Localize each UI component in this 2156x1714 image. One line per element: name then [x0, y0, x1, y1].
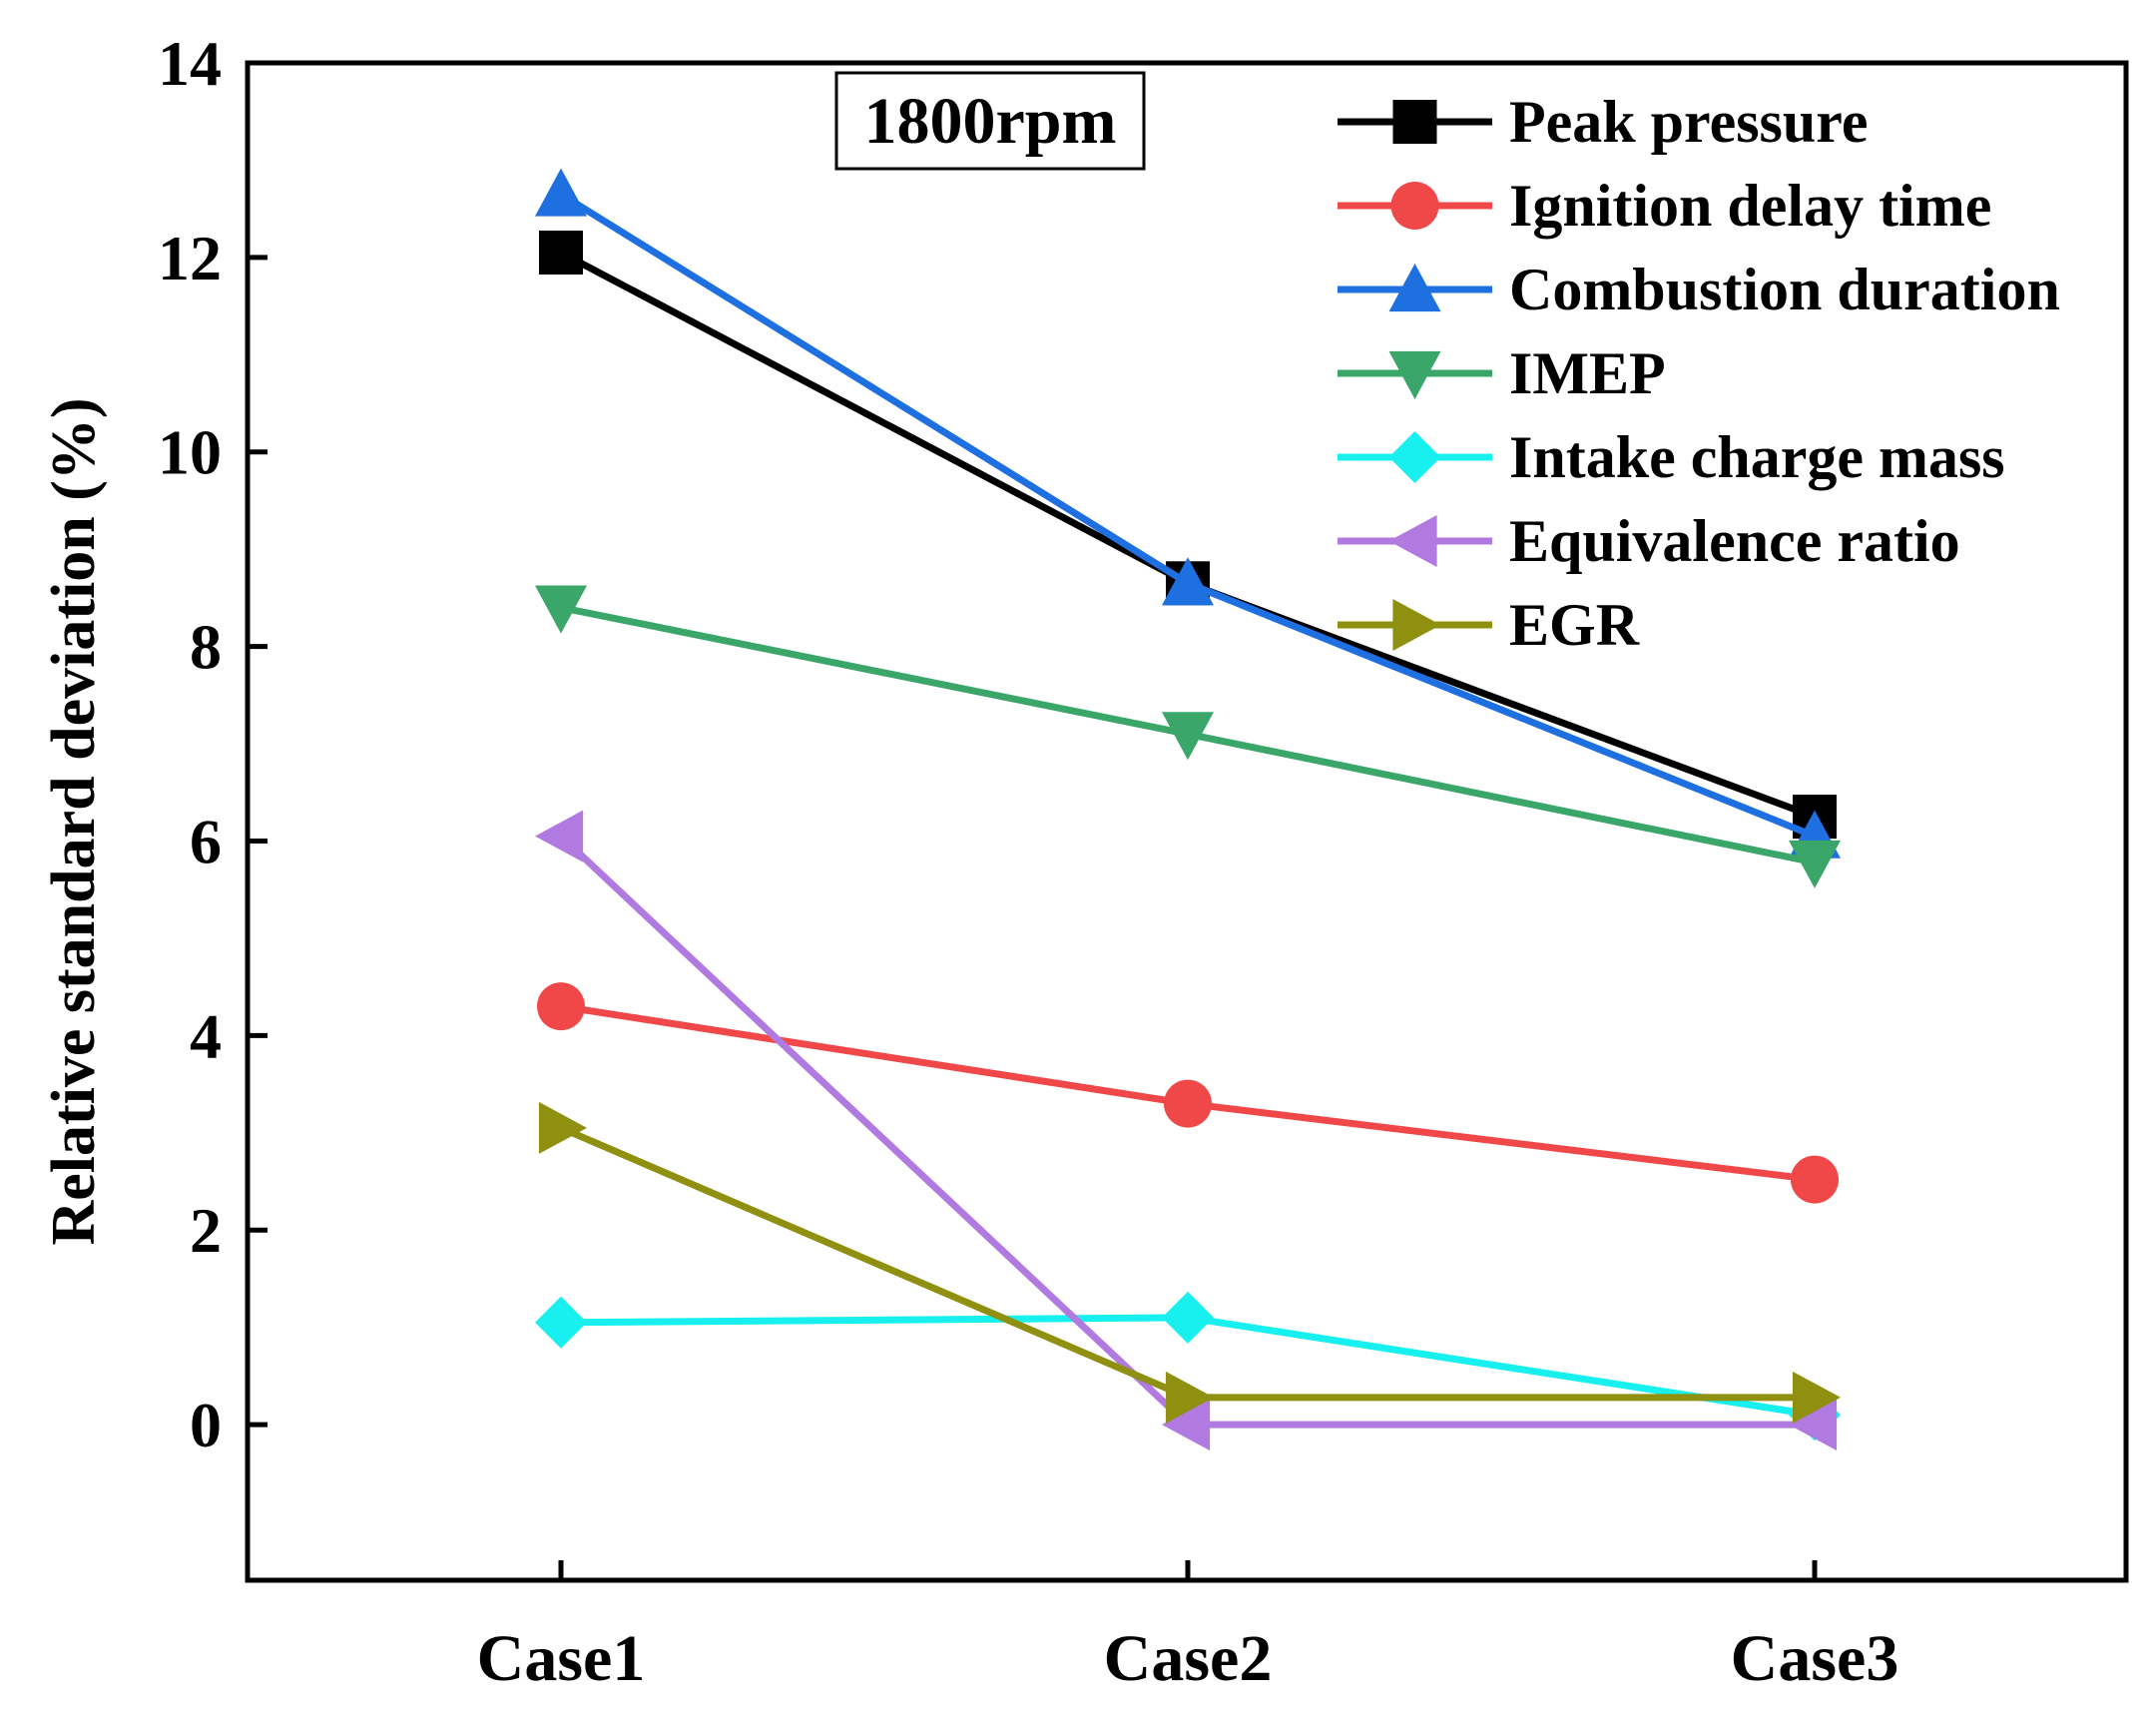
- legend-label: Equivalence ratio: [1509, 508, 1960, 574]
- annotation-frame: [834, 71, 1146, 171]
- data-point-imep: [1789, 840, 1841, 888]
- data-point-equivalence-ratio: [535, 810, 584, 862]
- series-ignition-delay-time: [537, 982, 1839, 1204]
- legend-item-egr: EGR: [1338, 592, 1640, 658]
- data-point-peak-pressure: [539, 231, 583, 275]
- legend-label: IMEP: [1509, 340, 1666, 406]
- y-axis-title: Relative standard deviation (%): [40, 397, 108, 1245]
- y-tick-label: 14: [158, 28, 222, 99]
- data-point-ignition-delay-time: [1164, 1079, 1212, 1128]
- legend-marker-peak-pressure: [1392, 100, 1437, 144]
- x-tick-label: Case3: [1731, 1622, 1899, 1695]
- legend-label: Peak pressure: [1509, 89, 1868, 155]
- legend-marker-imep: [1388, 350, 1441, 399]
- legend-item-peak-pressure: Peak pressure: [1338, 89, 1868, 155]
- series-line-egr: [559, 1124, 1815, 1402]
- y-tick-label: 6: [190, 806, 222, 876]
- data-point-ignition-delay-time: [537, 982, 585, 1031]
- y-tick-label: 8: [190, 612, 222, 683]
- data-point-ignition-delay-time: [1791, 1155, 1839, 1204]
- data-point-egr: [1165, 1371, 1214, 1424]
- legend-label: EGR: [1509, 592, 1640, 658]
- data-point-combustion-duration: [1162, 557, 1214, 606]
- series-imep: [535, 585, 1841, 888]
- legend-item-imep: IMEP: [1338, 340, 1666, 406]
- legend: Peak pressure Ignition delay time Combusti…: [1338, 89, 2060, 658]
- data-point-equivalence-ratio: [1162, 1399, 1211, 1451]
- legend-marker-egr: [1392, 599, 1441, 651]
- data-point-imep: [535, 585, 587, 634]
- legend-label: Intake charge mass: [1509, 424, 2005, 490]
- series-egr: [538, 1101, 1841, 1424]
- legend-marker-intake-charge-mass: [1388, 431, 1441, 483]
- data-point-imep: [1162, 712, 1214, 761]
- legend-marker-equivalence-ratio: [1388, 515, 1437, 567]
- legend-marker-combustion-duration: [1388, 264, 1441, 312]
- data-point-egr: [1792, 1371, 1841, 1424]
- annotation-box: 1800rpm: [834, 71, 1146, 171]
- legend-item-equivalence-ratio: Equivalence ratio: [1338, 508, 1960, 574]
- legend-label: Ignition delay time: [1509, 173, 1991, 239]
- axis-layer: 0 2 4 6 8 10 12 14 Case1 Case2 Case3: [158, 28, 1898, 1695]
- data-point-intake-charge-mass: [1162, 1291, 1214, 1344]
- y-tick-label: 2: [190, 1195, 222, 1266]
- legend-label: Combustion duration: [1509, 257, 2060, 322]
- data-point-intake-charge-mass: [535, 1296, 587, 1349]
- y-tick-label: 4: [190, 1000, 222, 1071]
- y-tick-label: 12: [158, 223, 222, 293]
- x-tick-label: Case2: [1104, 1622, 1273, 1695]
- y-tick-label: 0: [190, 1390, 222, 1460]
- x-tick-label: Case1: [477, 1622, 646, 1695]
- series-layer: [535, 168, 1841, 1451]
- annotation-text: 1800rpm: [864, 85, 1117, 158]
- legend-item-intake-charge-mass: Intake charge mass: [1338, 424, 2005, 490]
- legend-marker-ignition-delay-time: [1390, 182, 1439, 230]
- legend-item-ignition-delay-time: Ignition delay time: [1338, 173, 1991, 239]
- y-tick-label: 10: [158, 417, 222, 488]
- data-point-equivalence-ratio: [1789, 1399, 1838, 1451]
- data-point-combustion-duration: [535, 168, 587, 217]
- data-point-egr: [538, 1101, 587, 1154]
- legend-item-combustion-duration: Combustion duration: [1338, 257, 2060, 322]
- series-equivalence-ratio: [535, 810, 1838, 1451]
